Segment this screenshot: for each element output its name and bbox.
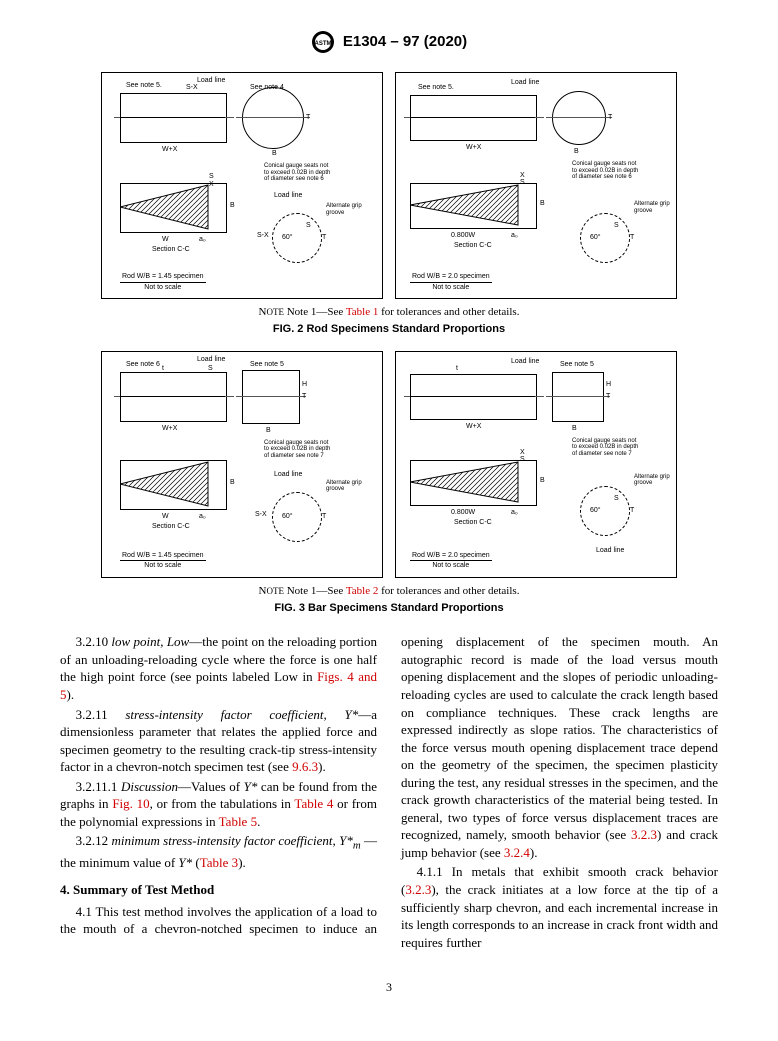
lbl-load-line: Load line: [197, 76, 225, 85]
section-4-heading: 4. Summary of Test Method: [60, 881, 377, 899]
fig2-title: FIG. 2 Rod Specimens Standard Proportion…: [60, 322, 718, 337]
fig2-caption: NOTE Note 1—See Table 1 for tolerances a…: [60, 305, 718, 337]
page-number: 3: [60, 979, 718, 995]
fig2-right-ratio: Rod W/B = 2.0 specimen: [410, 272, 492, 282]
lbl-sx: S-X: [186, 83, 198, 92]
lbl-X: X: [209, 180, 214, 189]
lbl-section: Section C-C: [152, 245, 190, 254]
body-columns: 3.2.10 low point, Low—the point on the r…: [60, 633, 718, 951]
fig3-right-scale: Not to scale: [410, 561, 492, 570]
lbl-WX: W+X: [162, 145, 177, 154]
fig3-left-scale: Not to scale: [120, 561, 206, 570]
fig3-title: FIG. 3 Bar Specimens Standard Proportion…: [60, 601, 718, 616]
lbl-see-note-4: See note 4: [250, 83, 284, 92]
lbl-a0: a₀: [199, 235, 206, 244]
fig2-panel-right: See note 5. Load line T B W+X 0.800W a₀ …: [395, 72, 677, 299]
link-324[interactable]: 3.2.4: [504, 845, 530, 860]
link-table4[interactable]: Table 4: [294, 796, 333, 811]
page-header: ASTM E1304 – 97 (2020): [60, 30, 718, 54]
para-3211: 3.2.11 stress-intensity factor coefficie…: [60, 706, 377, 776]
fig3-panel-left: See note 6 Load line t S See note 5 T H …: [101, 351, 383, 578]
lbl-load-line2: Load line: [274, 191, 302, 200]
para-32111: 3.2.11.1 Discussion—Values of Y* can be …: [60, 778, 377, 831]
fig2-row: See note 5. Load line S-X See note 4 T B…: [60, 72, 718, 299]
fig2-panel-left: See note 5. Load line S-X See note 4 T B…: [101, 72, 383, 299]
lbl-B2: B: [230, 201, 235, 210]
fig2-right-scale: Not to scale: [410, 283, 492, 292]
link-table2[interactable]: Table 2: [346, 585, 379, 597]
lbl-W: W: [162, 235, 169, 244]
designation: E1304 – 97 (2020): [343, 32, 467, 52]
fig3-caption: NOTE Note 1—See Table 2 for tolerances a…: [60, 584, 718, 616]
lbl-conical: Conical gauge seats not to exceed 0.02B …: [264, 163, 334, 183]
link-table5[interactable]: Table 5: [219, 814, 257, 829]
lbl-T: T: [306, 113, 310, 122]
fig2-left-scale: Not to scale: [120, 283, 206, 292]
link-table3[interactable]: Table 3: [200, 855, 238, 870]
link-963[interactable]: 9.6.3: [292, 759, 318, 774]
lbl-see-note-5: See note 5.: [126, 81, 162, 90]
link-fig10[interactable]: Fig. 10: [112, 796, 149, 811]
para-411: 4.1.1 In metals that exhibit smooth crac…: [401, 863, 718, 951]
fig3-panel-right: Load line t See note 5 T H B W+X 0.800W …: [395, 351, 677, 578]
lbl-B: B: [272, 149, 277, 158]
svg-text:ASTM: ASTM: [314, 41, 331, 47]
link-table1[interactable]: Table 1: [346, 306, 379, 318]
para-3210: 3.2.10 low point, Low—the point on the r…: [60, 633, 377, 703]
astm-logo-icon: ASTM: [311, 30, 335, 54]
link-323[interactable]: 3.2.3: [631, 827, 657, 842]
fig3-right-ratio: Rod W/B = 2.0 specimen: [410, 551, 492, 561]
lbl-angle: 60°: [282, 233, 293, 242]
lbl-alt-grip: Alternate grip groove: [326, 203, 366, 216]
link-323b[interactable]: 3.2.3: [405, 882, 431, 897]
fig3-left-ratio: Rod W/B = 1.45 specimen: [120, 551, 206, 561]
para-3212: 3.2.12 minimum stress-intensity factor c…: [60, 832, 377, 871]
fig3-row: See note 6 Load line t S See note 5 T H …: [60, 351, 718, 578]
fig2-left-ratio: Rod W/B = 1.45 specimen: [120, 272, 206, 282]
